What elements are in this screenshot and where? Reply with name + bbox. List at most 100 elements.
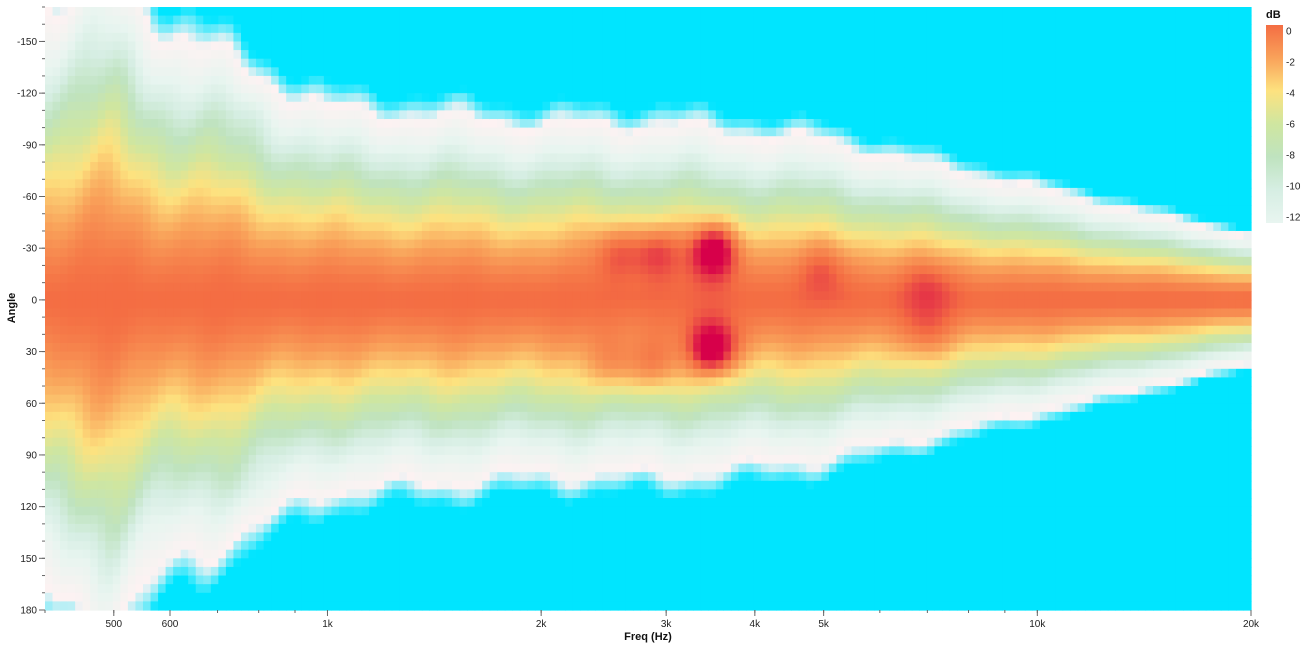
heatmap-cell — [112, 41, 121, 51]
heatmap-cell — [338, 394, 348, 404]
heatmap-cell — [497, 558, 506, 568]
heatmap-cell — [519, 429, 528, 439]
heatmap-cell — [542, 446, 551, 456]
heatmap-cell — [489, 480, 498, 490]
heatmap-cell — [90, 506, 99, 516]
heatmap-cell — [452, 205, 461, 215]
heatmap-cell — [105, 265, 114, 275]
heatmap-cell — [354, 299, 363, 310]
heatmap-cell — [188, 179, 197, 189]
heatmap-cell — [497, 136, 506, 146]
heatmap-cell — [278, 351, 287, 361]
heatmap-cell — [497, 420, 506, 430]
heatmap-cell — [82, 265, 91, 275]
heatmap-cell — [82, 506, 91, 516]
heatmap-cell — [120, 58, 129, 68]
heatmap-cell — [489, 24, 498, 34]
heatmap-cell — [67, 368, 76, 379]
heatmap-cell — [444, 454, 453, 465]
heatmap-cell — [308, 429, 317, 439]
heatmap-cell — [173, 265, 182, 275]
heatmap-cell — [278, 291, 287, 301]
heatmap-cell — [542, 230, 551, 241]
heatmap-cell — [210, 601, 219, 611]
heatmap-cell — [135, 179, 144, 189]
heatmap-cell — [240, 58, 250, 68]
heatmap-cell — [429, 463, 438, 473]
heatmap-cell — [497, 205, 506, 215]
heatmap-cell — [75, 187, 84, 198]
heatmap-cell — [444, 187, 453, 198]
heatmap-cell — [150, 144, 159, 155]
heatmap-cell — [210, 377, 219, 387]
heatmap-cell — [308, 342, 317, 353]
heatmap-cell — [391, 592, 400, 602]
heatmap-cell — [542, 222, 551, 232]
heatmap-cell — [557, 274, 566, 284]
heatmap-cell — [271, 256, 280, 267]
heatmap-cell — [338, 368, 348, 379]
heatmap-cell — [436, 325, 446, 335]
heatmap-cell — [557, 41, 566, 51]
heatmap-cell — [504, 118, 513, 129]
heatmap-cell — [527, 75, 536, 86]
heatmap-cell — [120, 351, 129, 361]
heatmap-cell — [293, 575, 302, 585]
heatmap-cell — [82, 179, 91, 189]
heatmap-cell — [127, 256, 137, 267]
heatmap-cell — [474, 162, 483, 172]
heatmap-cell — [158, 541, 167, 551]
heatmap-cell — [338, 170, 348, 180]
heatmap-cell — [142, 558, 152, 568]
heatmap-cell — [580, 144, 589, 155]
heatmap-cell — [331, 575, 340, 585]
heatmap-cell — [354, 437, 363, 447]
heatmap-cell — [429, 50, 438, 60]
heatmap-cell — [188, 308, 197, 318]
heatmap-cell — [354, 549, 363, 559]
heatmap-cell — [188, 420, 197, 430]
heatmap-cell — [286, 222, 295, 232]
heatmap-cell — [248, 523, 257, 534]
heatmap-cell — [188, 265, 197, 275]
heatmap-cell — [421, 127, 431, 137]
heatmap-cell — [489, 592, 498, 602]
heatmap-cell — [550, 437, 559, 447]
heatmap-cell — [452, 187, 461, 198]
heatmap-cell — [135, 136, 144, 146]
heatmap-cell — [97, 498, 106, 508]
heatmap-cell — [399, 411, 408, 422]
heatmap-cell — [512, 118, 521, 129]
heatmap-cell — [120, 75, 129, 86]
heatmap-cell — [67, 420, 76, 430]
heatmap-cell — [158, 317, 167, 327]
heatmap-cell — [233, 101, 242, 111]
heatmap-cell — [293, 118, 302, 129]
heatmap-cell — [316, 325, 325, 335]
heatmap-cell — [45, 454, 54, 465]
heatmap-cell — [361, 15, 370, 25]
heatmap-cell — [452, 437, 461, 447]
heatmap-cell — [210, 334, 219, 344]
heatmap-cell — [557, 136, 566, 146]
heatmap-cell — [142, 575, 152, 585]
heatmap-cell — [331, 32, 340, 43]
heatmap-cell — [180, 170, 189, 180]
heatmap-cell — [278, 360, 287, 370]
heatmap-cell — [512, 101, 521, 111]
heatmap-cell — [482, 170, 491, 180]
heatmap-cell — [421, 93, 431, 103]
heatmap-cell — [497, 162, 506, 172]
heatmap-cell — [346, 256, 355, 267]
heatmap-cell — [210, 317, 219, 327]
heatmap-cell — [180, 506, 189, 516]
heatmap-cell — [504, 549, 513, 559]
heatmap-cell — [112, 299, 121, 310]
heatmap-cell — [240, 282, 250, 292]
heatmap-cell — [158, 84, 167, 94]
heatmap-cell — [354, 454, 363, 465]
heatmap-cell — [203, 230, 212, 241]
heatmap-cell — [399, 15, 408, 25]
heatmap-cell — [323, 575, 333, 585]
heatmap-cell — [391, 7, 400, 17]
